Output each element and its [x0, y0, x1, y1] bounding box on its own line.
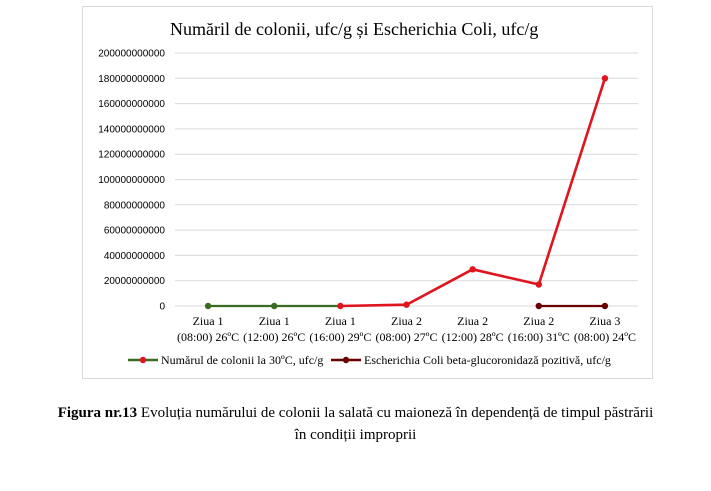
series-1-point [337, 302, 344, 310]
y-tick-label: 180000000000 [98, 74, 165, 85]
legend: Numărul de colonii la 30ºC, ufc/g Escheri… [128, 353, 611, 367]
gridlines [175, 52, 638, 307]
series-1-point [469, 266, 476, 273]
series-1-point [403, 301, 410, 308]
caption-line-2: în condiții improprii [294, 427, 417, 443]
series-2-point [601, 302, 609, 310]
chart-frame: Număril de colonii, ufc/g și Escherichia… [82, 6, 653, 379]
x-tick-label: (16:00) 31ºC [508, 330, 570, 344]
x-tick-label: Ziua 2 [391, 314, 422, 328]
x-tick-label: Ziua 1 [325, 314, 356, 328]
series-2-legend-marker [342, 356, 350, 364]
x-tick-label: (08:00) 24ºC [574, 330, 636, 344]
y-tick-label: 80000000000 [104, 200, 166, 211]
x-tick-label: Ziua 2 [523, 314, 554, 328]
y-tick-label: 0 [159, 302, 165, 313]
x-tick-label: (12:00) 26ºC [243, 330, 305, 344]
figure-caption: Figura nr.13 Evoluția numărului de colon… [0, 402, 711, 446]
y-tick-label: 40000000000 [104, 251, 166, 262]
series-1-legend-marker [139, 356, 147, 364]
series-layer [204, 75, 609, 310]
x-tick-label: Ziua 1 [259, 314, 290, 328]
x-axis-ticks: Ziua 1 (08:00) 26ºC Ziua 1 (12:00) 26ºC Ziua… [177, 314, 636, 344]
x-tick-label: (08:00) 27ºC [375, 330, 437, 344]
x-tick-label: Ziua 1 [193, 314, 224, 328]
series-1-point [535, 281, 542, 288]
y-tick-label: 160000000000 [98, 99, 165, 110]
y-tick-label: 140000000000 [98, 124, 165, 135]
series-1-segment [405, 268, 474, 307]
series-1-segment [339, 303, 408, 308]
y-tick-label: 100000000000 [98, 175, 165, 186]
series-1-segment [471, 268, 541, 286]
y-tick-label: 20000000000 [104, 276, 166, 287]
series-1-point [601, 75, 609, 82]
series-1-legend-label: Numărul de colonii la 30ºC, ufc/g [161, 353, 323, 367]
series-1-point [204, 302, 212, 310]
series-2-legend-label: Escherichia Coli beta-glucoronidază pozi… [364, 353, 611, 367]
series-1-segment [537, 77, 607, 286]
x-tick-label: Ziua 3 [589, 314, 620, 328]
x-tick-label: (08:00) 26ºC [177, 330, 239, 344]
y-tick-label: 60000000000 [104, 226, 166, 237]
caption-label: Figura nr.13 [57, 405, 138, 421]
series-1-point [271, 302, 278, 310]
y-tick-label: 120000000000 [98, 150, 165, 161]
caption-text: Evoluția numărului de colonii la salată … [137, 405, 654, 421]
y-tick-label: 200000000000 [98, 49, 165, 60]
x-tick-label: Ziua 2 [457, 314, 488, 328]
x-tick-label: (12:00) 28ºC [442, 330, 504, 344]
line-chart: Număril de colonii, ufc/g și Escherichia… [98, 19, 638, 367]
y-axis-ticks: 2000000000001800000000001600000000001400… [98, 49, 165, 313]
series-2-point [535, 302, 542, 310]
caption-line-1: Figura nr.13 Evoluția numărului de colon… [0, 402, 711, 424]
chart-title: Număril de colonii, ufc/g și Escherichia… [170, 19, 538, 39]
x-tick-label: (16:00) 29ºC [309, 330, 371, 344]
